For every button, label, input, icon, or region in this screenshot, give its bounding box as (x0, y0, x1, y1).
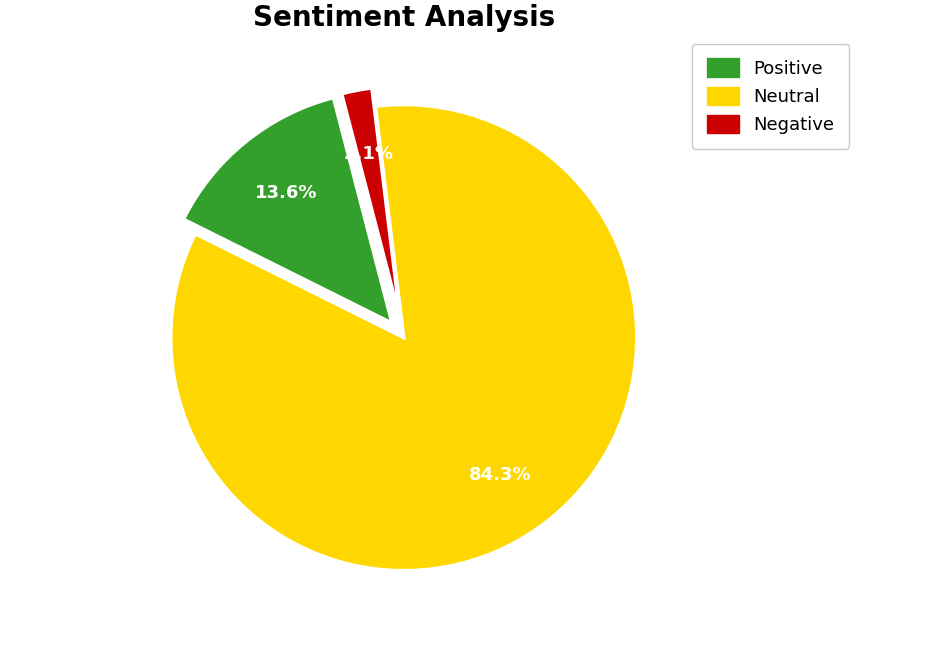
Wedge shape (342, 88, 400, 319)
Wedge shape (183, 97, 392, 323)
Text: 13.6%: 13.6% (256, 184, 317, 202)
Legend: Positive, Neutral, Negative: Positive, Neutral, Negative (693, 44, 849, 149)
Text: 84.3%: 84.3% (469, 465, 532, 484)
Text: 2.1%: 2.1% (344, 146, 394, 164)
Title: Sentiment Analysis: Sentiment Analysis (253, 3, 555, 32)
Wedge shape (171, 105, 636, 571)
